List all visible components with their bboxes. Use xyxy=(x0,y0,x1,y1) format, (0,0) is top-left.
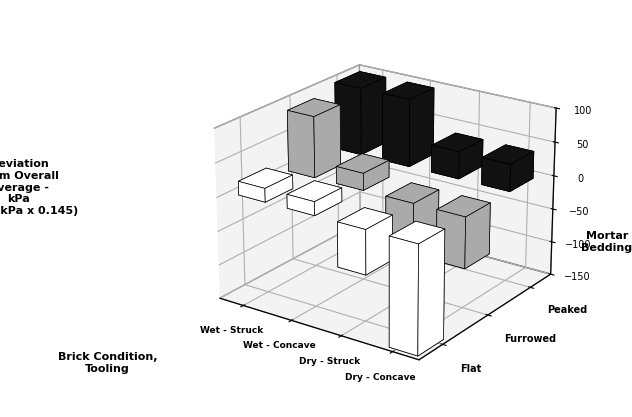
Text: Deviation
From Overall
Average -
kPa
(psi = kPa x 0.145): Deviation From Overall Average - kPa (ps… xyxy=(0,159,78,216)
Text: Mortar
Bedding: Mortar Bedding xyxy=(581,231,632,253)
Text: Brick Condition,
Tooling: Brick Condition, Tooling xyxy=(58,352,157,374)
